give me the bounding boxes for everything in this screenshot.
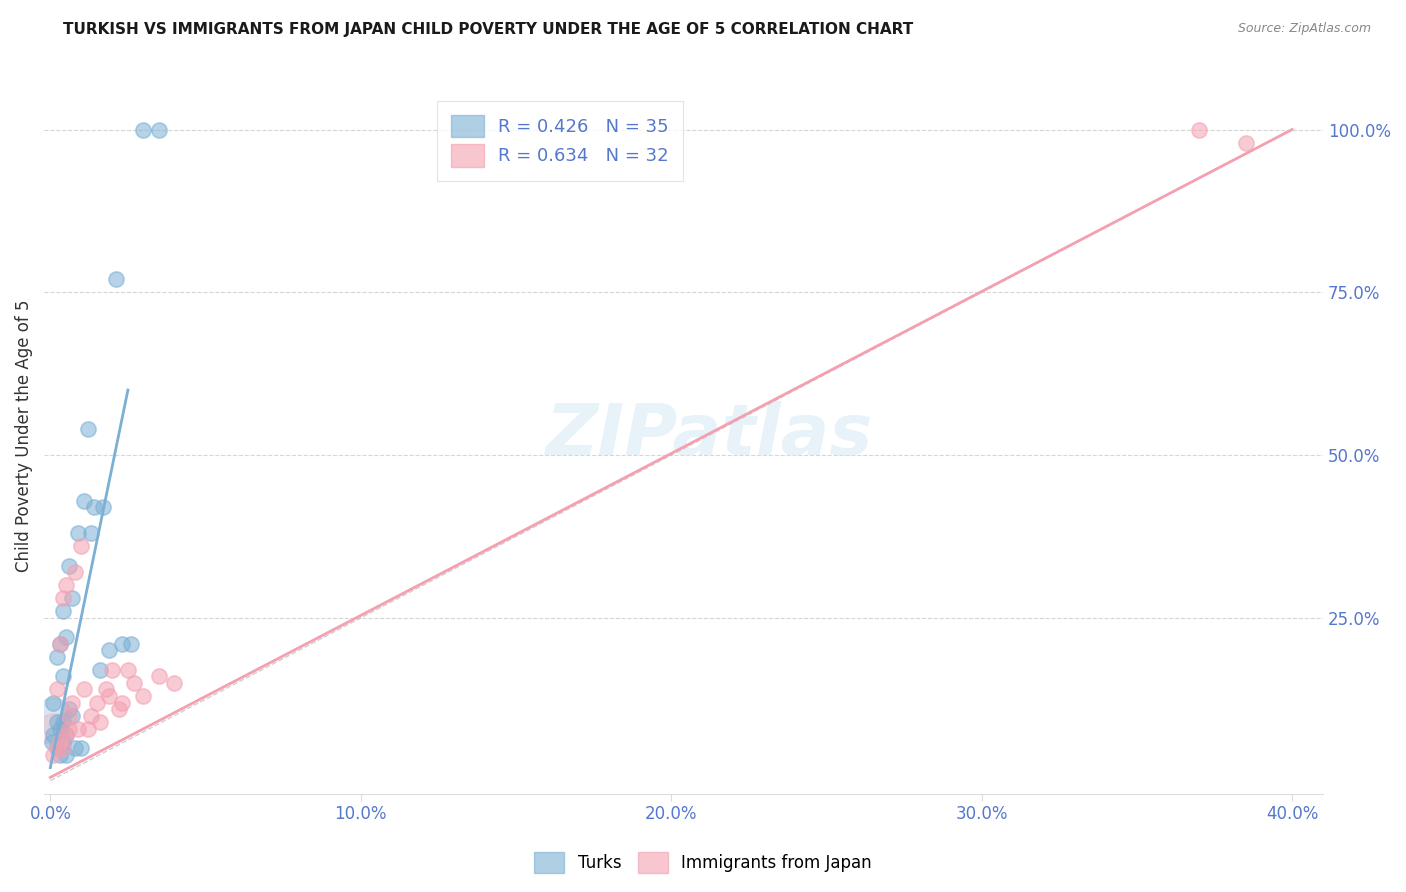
Point: [73, 493, 96, 508]
Point: [45, 741, 67, 756]
Point: [60, 696, 83, 710]
Text: ZIPatlas: ZIPatlas: [546, 401, 873, 470]
Point: [58, 702, 80, 716]
Point: [1188, 122, 1211, 136]
Point: [91, 500, 114, 515]
Y-axis label: Child Poverty Under the Age of 5: Child Poverty Under the Age of 5: [15, 300, 32, 572]
Legend: R = 0.426   N = 35, R = 0.634   N = 32: R = 0.426 N = 35, R = 0.634 N = 32: [437, 101, 683, 181]
Point: [101, 663, 124, 677]
Point: [55, 728, 77, 742]
Point: [63, 741, 86, 756]
Point: [60, 591, 83, 606]
Point: [86, 696, 108, 710]
Point: [41, 734, 63, 748]
Point: [148, 669, 170, 683]
Point: [132, 689, 155, 703]
Point: [98, 689, 121, 703]
Point: [55, 728, 77, 742]
Point: [45, 682, 67, 697]
Point: [67, 526, 90, 541]
Point: [76, 722, 98, 736]
Point: [76, 422, 98, 436]
Point: [52, 604, 75, 618]
Point: [1234, 136, 1257, 150]
Point: [132, 122, 155, 136]
Point: [52, 669, 75, 683]
Point: [52, 591, 75, 606]
Point: [89, 714, 111, 729]
Point: [107, 702, 129, 716]
Point: [42, 728, 65, 742]
Point: [52, 734, 75, 748]
Point: [70, 741, 93, 756]
Point: [83, 500, 105, 515]
Point: [122, 676, 145, 690]
Point: [42, 708, 65, 723]
Point: [48, 734, 70, 748]
Point: [42, 747, 65, 762]
Point: [52, 741, 75, 756]
Point: [104, 272, 127, 286]
Point: [48, 747, 70, 762]
Point: [52, 714, 75, 729]
Point: [60, 708, 83, 723]
Point: [73, 682, 96, 697]
Point: [79, 708, 101, 723]
Point: [96, 682, 118, 697]
Point: [55, 631, 77, 645]
Point: [98, 643, 121, 657]
Legend: Turks, Immigrants from Japan: Turks, Immigrants from Japan: [527, 846, 879, 880]
Point: [48, 637, 70, 651]
Point: [42, 696, 65, 710]
Point: [48, 722, 70, 736]
Point: [117, 663, 139, 677]
Point: [111, 696, 134, 710]
Text: TURKISH VS IMMIGRANTS FROM JAPAN CHILD POVERTY UNDER THE AGE OF 5 CORRELATION CH: TURKISH VS IMMIGRANTS FROM JAPAN CHILD P…: [63, 22, 914, 37]
Point: [55, 747, 77, 762]
Point: [70, 539, 93, 553]
Point: [79, 526, 101, 541]
Point: [45, 741, 67, 756]
Point: [67, 722, 90, 736]
Point: [42, 722, 65, 736]
Point: [45, 649, 67, 664]
Point: [55, 578, 77, 592]
Point: [48, 637, 70, 651]
Point: [163, 676, 186, 690]
Text: Source: ZipAtlas.com: Source: ZipAtlas.com: [1237, 22, 1371, 36]
Point: [58, 708, 80, 723]
Point: [120, 637, 142, 651]
Point: [148, 122, 170, 136]
Point: [89, 663, 111, 677]
Point: [58, 558, 80, 573]
Point: [63, 566, 86, 580]
Point: [45, 714, 67, 729]
Point: [58, 722, 80, 736]
Point: [111, 637, 134, 651]
